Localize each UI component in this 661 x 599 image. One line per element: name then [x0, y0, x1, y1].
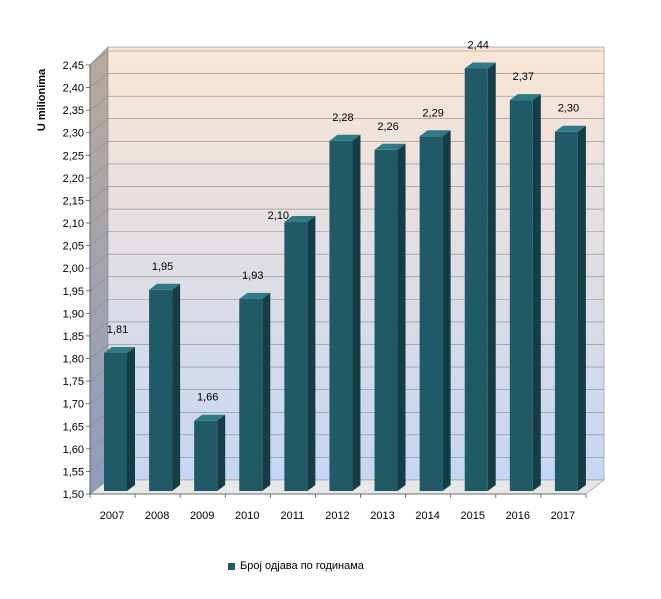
- bar: [149, 289, 173, 491]
- bar: [554, 131, 578, 491]
- gridline-side: [89, 208, 109, 224]
- y-tick-label: 2,15: [63, 195, 84, 207]
- bar-top: [194, 414, 226, 421]
- gridline-side: [89, 186, 109, 201]
- gridline-side: [89, 163, 109, 179]
- gridline-side: [89, 231, 109, 246]
- bar: [284, 222, 308, 492]
- x-tick-label: 2016: [506, 510, 530, 522]
- y-tick-label: 1,50: [63, 489, 84, 501]
- bar: [104, 353, 127, 491]
- y-tick-label: 1,60: [63, 444, 84, 456]
- y-tick-label: 1,70: [63, 399, 84, 411]
- bar: [419, 136, 443, 491]
- bar-top: [149, 283, 181, 290]
- bar: [509, 100, 533, 491]
- y-tick-label: 2,00: [63, 263, 84, 275]
- legend-swatch: [228, 562, 235, 570]
- bar: [464, 68, 488, 491]
- data-label: 1,66: [197, 392, 218, 404]
- legend-label: Број одјава по годинама: [240, 560, 364, 572]
- x-tick-label: 2010: [235, 510, 259, 522]
- bar-side: [577, 125, 586, 491]
- y-tick-label: 1,95: [63, 286, 84, 298]
- bar-side: [262, 292, 271, 491]
- y-tick-label: 2,30: [63, 128, 84, 140]
- x-tick-label: 2009: [190, 510, 214, 522]
- y-tick-label: 2,10: [63, 218, 84, 230]
- gridline-side: [89, 141, 109, 156]
- bar-side: [307, 216, 316, 492]
- x-tick-label: 2013: [370, 510, 394, 522]
- gridline-side: [89, 321, 109, 337]
- bar-side: [127, 347, 135, 491]
- data-label: 2,28: [332, 112, 353, 124]
- bar-top: [554, 125, 586, 132]
- bar-side: [352, 134, 361, 491]
- bars: 1,81 1,95 1,66 1,93 2,10 2,28 2,26 2,29 2,44 2,37…: [104, 40, 586, 492]
- gridline-side: [89, 50, 109, 66]
- bar-top: [509, 94, 541, 101]
- gridline-side: [89, 253, 109, 269]
- bar: [374, 149, 398, 492]
- y-axis-title: U milionima: [36, 68, 48, 131]
- bar-side: [487, 62, 496, 492]
- data-label: 2,37: [513, 71, 534, 83]
- bar-side: [172, 283, 181, 491]
- y-tick-label: 2,25: [63, 150, 84, 162]
- y-tick-label: 1,65: [63, 421, 84, 433]
- bar-top: [374, 143, 406, 150]
- y-tick-label: 1,85: [63, 331, 84, 343]
- gridline-side: [89, 118, 109, 133]
- bar-top: [239, 292, 271, 299]
- x-tick-label: 2007: [100, 510, 124, 522]
- bar-side: [442, 130, 451, 491]
- bar-top: [284, 216, 316, 223]
- y-tick-label: 1,55: [63, 466, 84, 478]
- y-tick-label: 1,90: [63, 308, 84, 320]
- bar: [239, 298, 263, 491]
- bar-side: [217, 414, 226, 491]
- y-tick-label: 1,75: [63, 376, 84, 388]
- y-tick-label: 2,35: [63, 105, 84, 117]
- gridline-side: [89, 299, 109, 314]
- bar-side: [397, 143, 406, 492]
- y-axis: 1,50 1,55 1,60 1,65 1,70 1,75 1,80 1,85 1,90 1,95…: [63, 60, 91, 501]
- bar-top: [329, 134, 361, 141]
- data-label: 1,95: [152, 261, 173, 273]
- x-tick-label: 2008: [145, 510, 169, 522]
- bar-top: [464, 62, 496, 69]
- y-tick-label: 2,20: [63, 173, 84, 185]
- bar-top: [419, 130, 451, 137]
- x-tick-label: 2012: [325, 510, 349, 522]
- data-label: 2,30: [558, 103, 579, 115]
- y-tick-label: 2,05: [63, 241, 84, 253]
- gridline-side: [89, 73, 109, 88]
- bar: [329, 140, 353, 491]
- legend: Број одјава по годинама: [228, 560, 364, 572]
- gridline-side: [89, 276, 109, 292]
- bar-top: [104, 347, 135, 354]
- y-tick-label: 2,40: [63, 83, 84, 95]
- data-label: 2,44: [468, 40, 489, 52]
- y-tick-label: 1,80: [63, 354, 84, 366]
- x-tick-label: 2011: [281, 510, 305, 522]
- data-label: 2,10: [268, 210, 289, 222]
- x-tick-label: 2015: [460, 510, 484, 522]
- x-tick-label: 2014: [415, 510, 439, 522]
- x-tick-label: 2017: [551, 510, 575, 522]
- bar-side: [532, 94, 541, 491]
- y-tick-label: 2,45: [63, 60, 84, 72]
- data-label: 1,93: [242, 270, 263, 282]
- bar: [194, 420, 218, 491]
- data-label: 2,26: [377, 121, 398, 133]
- gridline-side: [89, 344, 109, 359]
- data-label: 2,29: [422, 107, 443, 119]
- gridline-side: [89, 95, 109, 111]
- data-label: 1,81: [107, 324, 128, 336]
- x-axis: 2007 2008 2009 2010 2011 2012 2013 2014 2015 2016…: [89, 493, 587, 522]
